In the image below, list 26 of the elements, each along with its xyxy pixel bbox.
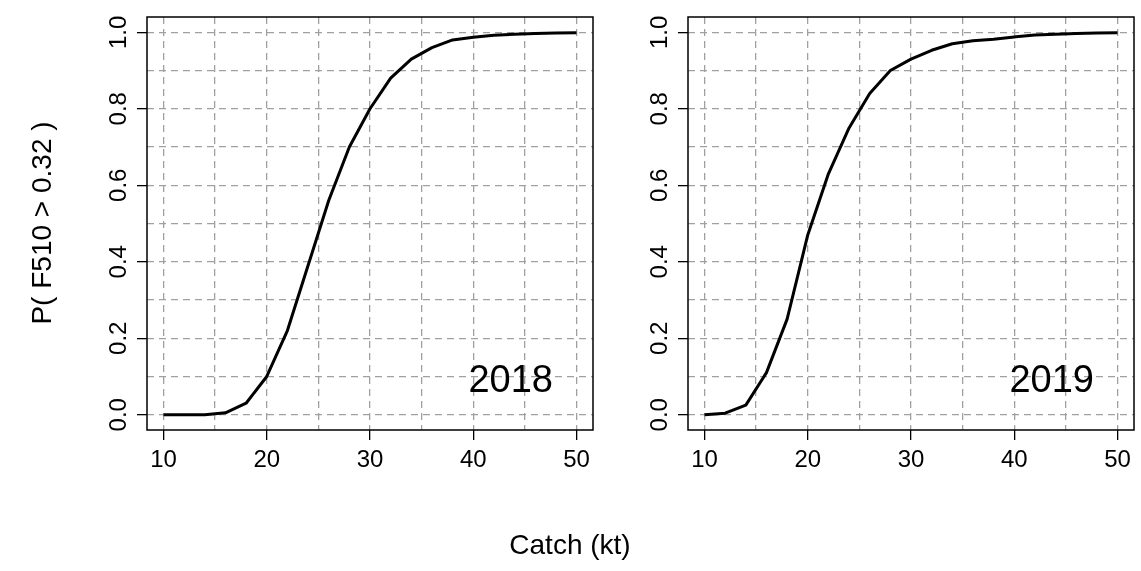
x-tick-label: 40 (1000, 445, 1028, 473)
y-tick-label: 0.2 (103, 321, 131, 355)
x-tick-label: 50 (1104, 445, 1131, 473)
x-tick-label: 10 (150, 445, 177, 473)
x-tick-label: 50 (563, 445, 590, 473)
y-tick-label: 0.4 (103, 245, 131, 279)
y-tick-label: 0.8 (644, 92, 672, 126)
x-axis-title: Catch (kt) (509, 529, 631, 561)
x-tick-label: 30 (897, 445, 925, 473)
x-tick-label: 30 (356, 445, 384, 473)
x-tick-label: 20 (253, 445, 281, 473)
y-tick-label: 1.0 (103, 15, 131, 49)
y-tick-label: 0.8 (103, 92, 131, 126)
y-tick-label: 0.0 (103, 398, 131, 432)
x-tick-label: 40 (459, 445, 487, 473)
y-tick-label: 0.0 (644, 398, 672, 432)
y-axis-title: P( F510 > 0.32 ) (26, 121, 58, 325)
annotation: 2019 (1009, 358, 1094, 400)
y-tick-label: 0.6 (644, 168, 672, 202)
y-tick-label: 0.4 (644, 245, 672, 279)
x-tick-label: 10 (691, 445, 718, 473)
x-tick-label: 20 (794, 445, 822, 473)
y-tick-label: 1.0 (644, 15, 672, 49)
y-tick-label: 0.2 (644, 321, 672, 355)
y-tick-label: 0.6 (103, 168, 131, 202)
annotation: 2018 (468, 358, 553, 400)
